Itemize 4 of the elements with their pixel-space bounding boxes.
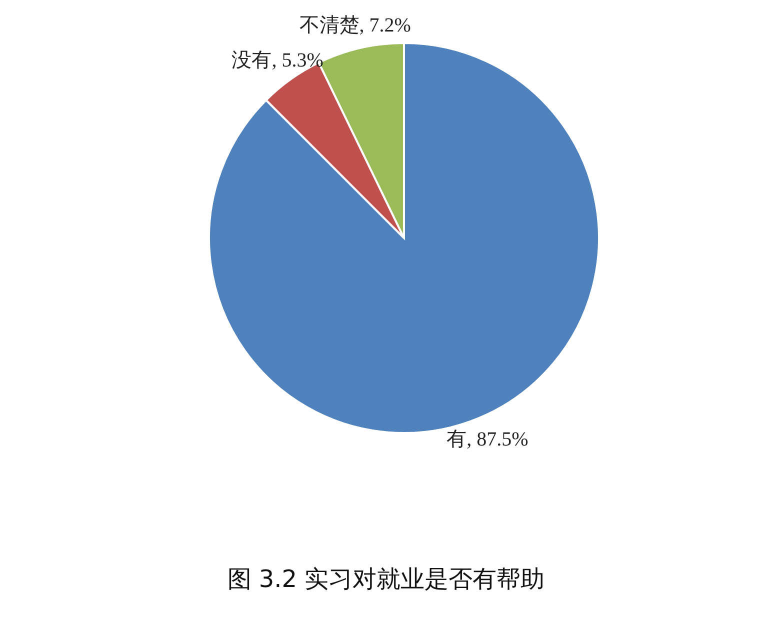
text: 图 3.2 实习对就业是否有帮助 [227,565,545,593]
slice-label: 不清楚, 7.2% [299,14,411,37]
slice-label: 没有, 5.3% [232,49,324,72]
slice-label: 有, 87.5% [446,428,528,450]
